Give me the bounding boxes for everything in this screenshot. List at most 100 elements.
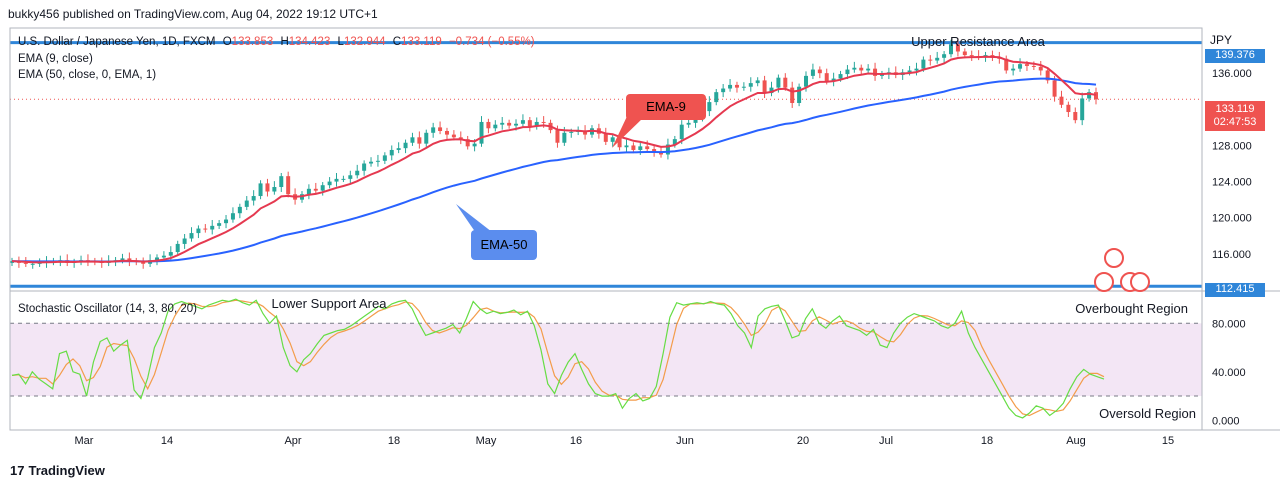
candle-body (804, 75, 809, 87)
open-label: O (222, 36, 232, 48)
candle-body (624, 145, 629, 148)
candle-body (1073, 112, 1078, 121)
overbought-label: Overbought Region (1075, 301, 1188, 316)
candle-body (1004, 58, 1009, 71)
publish-caption: bukky456 published on TradingView.com, A… (8, 7, 378, 21)
candle-body (741, 86, 746, 88)
candle-body (458, 137, 463, 140)
candle-body (375, 160, 380, 162)
lower-support-label: Lower Support Area (272, 296, 388, 311)
candle-body (603, 133, 608, 142)
candle-body (210, 225, 215, 230)
stoch-band (10, 323, 1202, 397)
candle-body (30, 263, 35, 265)
candle-body (583, 130, 588, 135)
ema50-callout-pointer (456, 204, 492, 236)
candle-body (403, 142, 408, 149)
candle-body (279, 176, 284, 188)
candle-body (396, 148, 401, 150)
candle-body (672, 139, 677, 145)
event-flag-icon (1094, 272, 1114, 292)
time-tick-label: Mar (75, 435, 94, 447)
currency-label: JPY (1210, 33, 1232, 47)
candle-body (348, 175, 353, 179)
candle-body (1052, 80, 1057, 97)
time-tick-label: Aug (1066, 435, 1086, 447)
candle-body (955, 44, 960, 52)
candle-body (734, 84, 739, 88)
candle-body (852, 67, 857, 70)
ema50-line (11, 77, 1097, 263)
ema9-callout: EMA-9 (626, 94, 706, 120)
candle-body (244, 200, 249, 207)
symbol-legend: U.S. Dollar / Japanese Yen, 1D, FXCM O13… (18, 36, 535, 48)
candle-body (472, 143, 477, 147)
candle-body (935, 57, 940, 61)
ema9-line (11, 55, 1097, 264)
candle-body (810, 69, 815, 76)
candle-body (1094, 92, 1098, 100)
stoch-tick-label: 80.000 (1212, 318, 1246, 330)
candle-body (755, 80, 760, 84)
candle-body (341, 178, 346, 180)
candle-body (914, 68, 919, 71)
candle-body (168, 252, 173, 256)
candle-body (866, 68, 871, 71)
candle-body (783, 77, 788, 88)
candle-body (479, 121, 484, 144)
ema50-callout: EMA-50 (471, 230, 537, 260)
candle-body (555, 130, 560, 143)
time-tick-label: 18 (388, 435, 400, 447)
stoch-legend[interactable]: Stochastic Oscillator (14, 3, 80, 20) (18, 303, 197, 315)
candle-body (382, 155, 387, 161)
candle-body (1059, 96, 1064, 105)
candle-body (451, 134, 456, 138)
candle-body (258, 183, 263, 197)
candle-body (493, 124, 498, 129)
candle-body (873, 68, 878, 76)
candle-body (527, 120, 532, 127)
candle-body (693, 118, 698, 123)
candle-body (928, 59, 933, 61)
ema50-legend[interactable]: EMA (50, close, 0, EMA, 1) (18, 69, 157, 81)
event-flag-icon (1104, 248, 1124, 268)
candle-body (120, 258, 125, 261)
candle-body (189, 233, 194, 239)
price-tick-label: 116.000 (1212, 249, 1251, 261)
candle-body (1066, 104, 1071, 113)
candle-body (569, 131, 574, 133)
candle-body (942, 54, 947, 58)
candle-body (962, 51, 967, 56)
tradingview-logo[interactable]: 17 TradingView (10, 463, 105, 478)
candle-body (541, 121, 546, 123)
candle-body (355, 170, 360, 176)
high-value: 134.423 (288, 36, 331, 48)
candle-body (617, 137, 622, 148)
support-price-tag: 112.415 (1205, 283, 1265, 297)
candle-body (921, 59, 926, 69)
candle-body (762, 80, 767, 94)
candle-body (286, 176, 291, 195)
candle-body (237, 206, 242, 214)
tradingview-logo-text: TradingView (28, 463, 105, 478)
time-tick-label: Jul (879, 435, 893, 447)
ema9-legend[interactable]: EMA (9, close) (18, 53, 93, 65)
candle-body (949, 44, 954, 55)
candle-body (1080, 98, 1085, 121)
candle-body (251, 196, 256, 201)
candle-body (728, 84, 733, 89)
candle-body (714, 92, 719, 103)
candle-body (203, 228, 208, 230)
candle-body (645, 146, 650, 150)
candle-body (769, 87, 774, 94)
time-tick-label: 14 (161, 435, 173, 447)
low-value: 132.944 (343, 36, 386, 48)
candle-body (859, 67, 864, 71)
candle-body (313, 188, 318, 191)
candle-body (444, 130, 449, 135)
candle-body (776, 77, 781, 88)
candle-body (327, 181, 332, 186)
candle-body (196, 228, 201, 234)
stoch-tick-label: 40.000 (1212, 367, 1246, 379)
